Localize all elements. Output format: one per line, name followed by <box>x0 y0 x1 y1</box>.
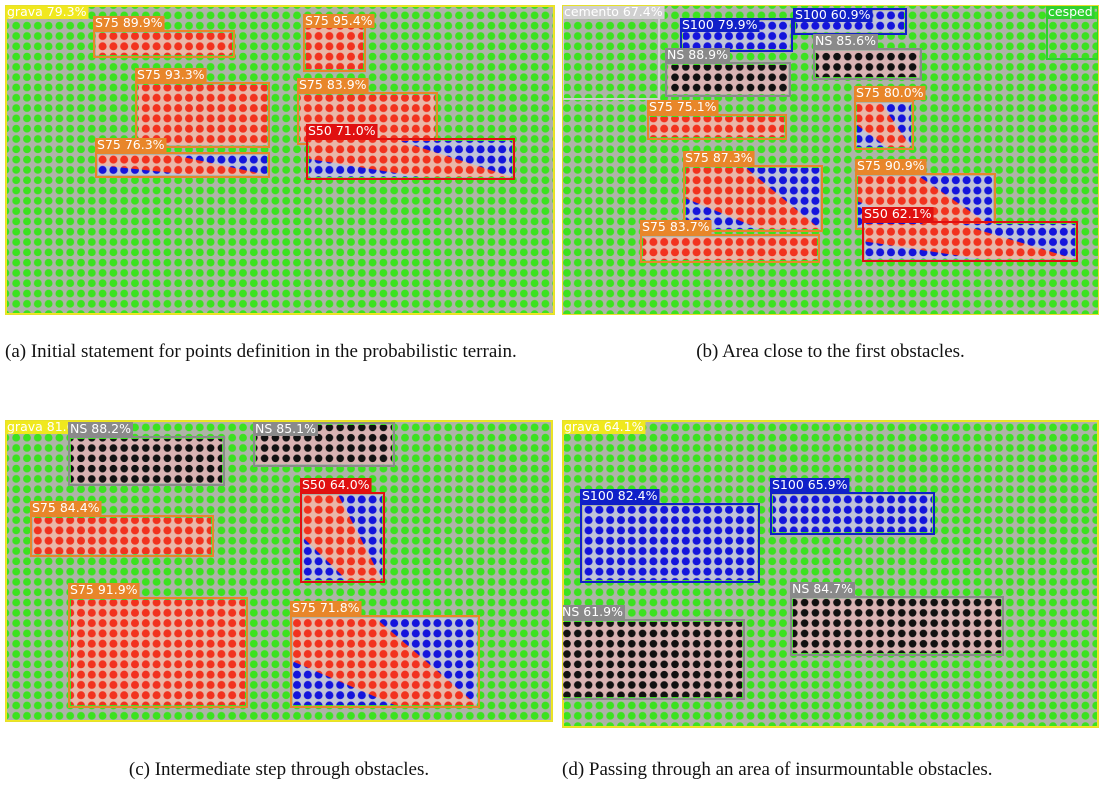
detection-label: NS 84.7% <box>792 581 853 596</box>
detection-label: S75 76.3% <box>97 137 165 152</box>
red-points <box>650 117 784 137</box>
caption: (a) Initial statement for points definit… <box>5 340 553 363</box>
detection-label: S75 71.8% <box>292 600 360 615</box>
obstacle-points <box>563 622 742 697</box>
detection-label: grava 79.3% <box>7 4 87 19</box>
red-points <box>138 85 267 145</box>
caption: (c) Intermediate step through obstacles. <box>5 758 553 781</box>
detection-label: S100 82.4% <box>582 488 658 503</box>
detection-label: S100 65.9% <box>772 477 848 492</box>
detection-label: S75 90.9% <box>857 158 925 173</box>
detection-label: NS 61.9% <box>562 604 623 619</box>
figure: grava 79.3% S75 89.9% S75 95.4% S75 93.3% S7… <box>0 0 1099 798</box>
detection-label: S75 89.9% <box>95 15 163 30</box>
red-points <box>96 33 232 55</box>
detection-label: S75 95.4% <box>305 13 373 28</box>
panel-image: grava 64.1% S100 82.4% S100 65.9% NS 84.7% N… <box>560 419 1099 728</box>
detection-label: NS 88.9% <box>667 47 728 62</box>
detection-label: NS 85.1% <box>255 421 316 436</box>
detection-label: S50 62.1% <box>864 206 932 221</box>
caption: (d) Passing through an area of insurmoun… <box>562 758 1099 781</box>
red-points <box>71 600 245 705</box>
detection-label: S75 87.3% <box>685 150 753 165</box>
page: grava 79.3% S75 89.9% S75 95.4% S75 93.3% S7… <box>0 0 1099 798</box>
detection-label: S75 83.9% <box>299 77 367 92</box>
panel-image: grava 81.6%NS 88.2%NS 85.1%S75 84.4%S50 … <box>5 419 553 722</box>
obstacle-points <box>71 439 222 483</box>
detection-label: S100 60.9% <box>795 7 871 22</box>
detection-label: S75 83.7% <box>642 219 710 234</box>
detection-label: S75 80.0% <box>856 85 924 100</box>
detection-label: S50 64.0% <box>302 477 370 492</box>
obstacle-points <box>816 51 919 77</box>
detection-label: NS 88.2% <box>70 421 131 436</box>
detection-label: cesped <box>1048 4 1093 19</box>
obstacle-points <box>668 65 788 94</box>
panels: grava 79.3% S75 89.9% S75 95.4% S75 93.3% S7… <box>5 4 1099 728</box>
detection-label: S75 84.4% <box>32 500 100 515</box>
detection-label: S50 71.0% <box>308 123 376 138</box>
red-points <box>33 518 211 554</box>
detection-label: S75 93.3% <box>137 67 205 82</box>
blue-points <box>773 495 932 532</box>
panel-image: grava 79.3% S75 89.9% S75 95.4% S75 93.3% S7… <box>5 4 555 315</box>
red-points <box>643 237 817 260</box>
detection-label: grava 64.1% <box>564 419 644 434</box>
detection-label: S100 79.9% <box>682 17 758 32</box>
detection-label: NS 85.6% <box>815 33 876 48</box>
detection-label: S75 91.9% <box>70 582 138 597</box>
obstacle-points <box>793 599 1001 653</box>
blue-points <box>583 506 757 580</box>
detection-label: S75 75.1% <box>649 99 717 114</box>
panel-image: cemento 67.4% S100 79.9% S100 60.9% cesped N… <box>562 4 1099 315</box>
caption: (b) Area close to the first obstacles. <box>562 340 1099 363</box>
detection-label: cemento 67.4% <box>564 4 663 19</box>
